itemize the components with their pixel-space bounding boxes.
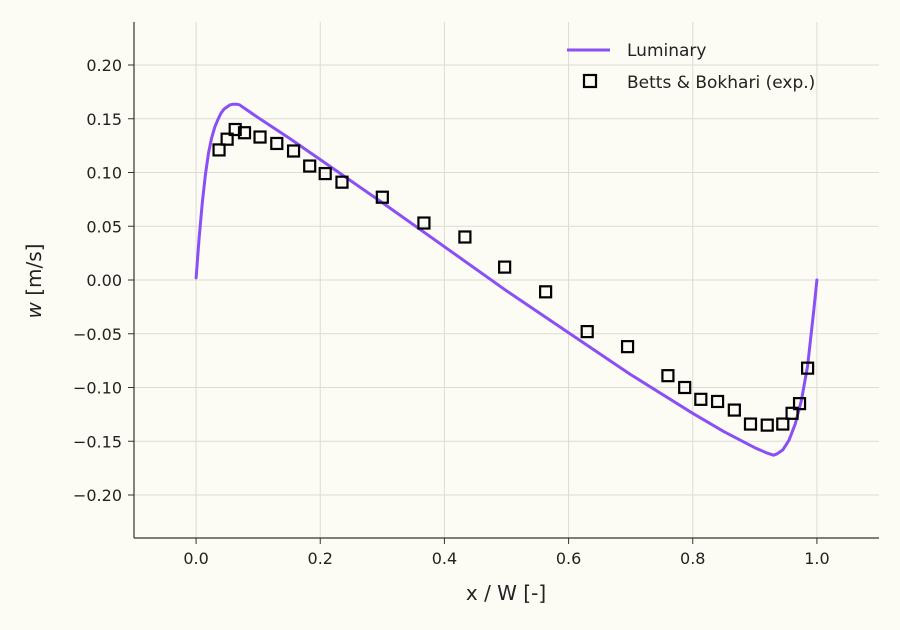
data-point-betts-bokhari [785, 406, 799, 420]
data-point-betts-bokhari [335, 175, 349, 189]
data-point-betts-bokhari [458, 230, 472, 244]
x-tick-label: 0.4 [432, 549, 457, 568]
x-axis-title: x / W [-] [466, 581, 546, 605]
data-point-betts-bokhari [220, 132, 234, 146]
y-tick-label: 0.15 [86, 110, 122, 129]
data-point-betts-bokhari [539, 285, 553, 299]
y-tick-label: −0.20 [73, 486, 122, 505]
data-point-betts-bokhari [237, 126, 252, 140]
data-point-betts-bokhari [678, 380, 692, 395]
data-point-betts-bokhari [212, 143, 226, 157]
x-tick-label: 1.0 [804, 549, 829, 568]
data-point-betts-bokhari [620, 340, 635, 354]
x-tick-label: 0.2 [308, 549, 333, 568]
y-tick-label: −0.15 [73, 432, 122, 451]
data-point-betts-bokhari [580, 325, 594, 339]
data-point-betts-bokhari [417, 216, 431, 230]
y-tick-label: 0.00 [86, 271, 122, 290]
x-tick-label: 0.8 [680, 549, 705, 568]
legend: Luminary Betts & Bokhari (exp.) [567, 41, 815, 93]
data-point-betts-bokhari [760, 418, 774, 432]
data-point-betts-bokhari [743, 417, 758, 431]
y-axis-symbol: w [22, 301, 46, 318]
grid [134, 22, 879, 538]
data-point-betts-bokhari [286, 144, 301, 158]
legend-label-luminary: Luminary [627, 41, 706, 61]
data-point-betts-bokhari [661, 369, 675, 383]
data-point-betts-bokhari [792, 397, 807, 411]
y-axis-title: w [m/s] [22, 244, 46, 319]
y-axis-unit: [m/s] [22, 244, 46, 296]
legend-square-swatch [582, 73, 598, 89]
data-point-betts-bokhari [228, 122, 242, 137]
data-point-betts-bokhari [253, 130, 267, 144]
legend-label-betts-bokhari: Betts & Bokhari (exp.) [627, 73, 815, 93]
data-point-betts-bokhari [727, 403, 741, 417]
data-point-betts-bokhari [710, 394, 725, 409]
y-tick-label: 0.20 [86, 56, 122, 75]
data-point-betts-bokhari [303, 159, 317, 173]
y-tick-label: 0.05 [86, 217, 122, 236]
data-point-betts-bokhari [318, 166, 332, 181]
data-point-betts-bokhari [375, 190, 389, 204]
ticks: 0.0 0.2 0.4 0.6 0.8 1.0 0.20 0.15 0.10 0.05 0.00 −0… [73, 56, 830, 568]
y-tick-label: −0.10 [73, 379, 122, 398]
y-tick-label: −0.05 [73, 325, 122, 344]
data-point-betts-bokhari [776, 417, 790, 431]
x-tick-label: 0.0 [183, 549, 208, 568]
data-point-betts-bokhari [801, 361, 815, 375]
data-point-betts-bokhari [498, 260, 512, 274]
data-point-betts-bokhari [270, 136, 284, 151]
series-line-luminary [194, 102, 819, 457]
y-tick-label: 0.10 [86, 164, 122, 183]
data-point-betts-bokhari [694, 392, 708, 406]
x-tick-label: 0.6 [556, 549, 581, 568]
series-layer [194, 102, 819, 457]
